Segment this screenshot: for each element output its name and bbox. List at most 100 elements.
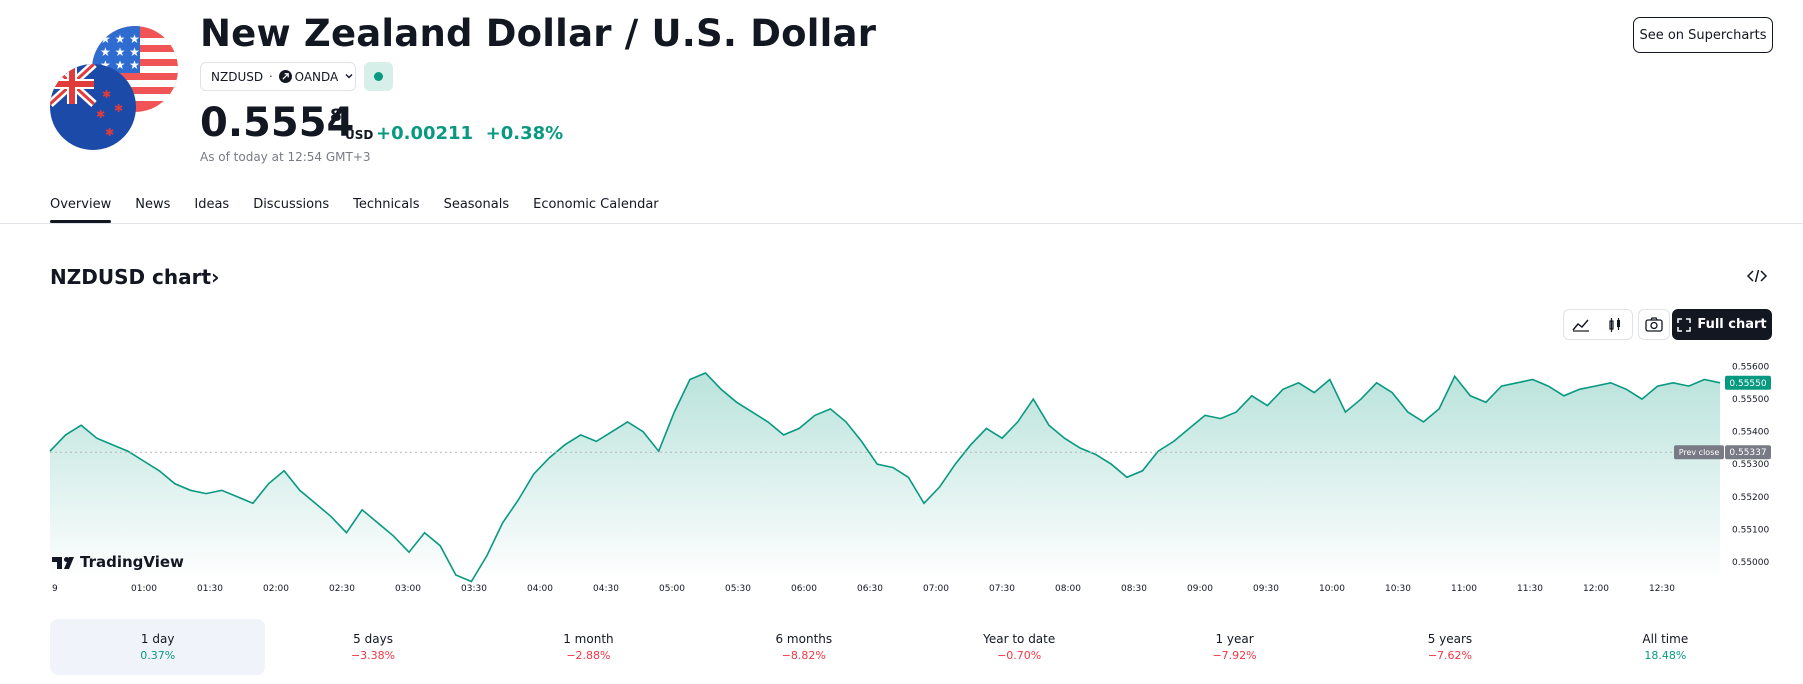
svg-text:✱: ✱ <box>102 88 111 101</box>
broker-logo-icon <box>278 70 292 83</box>
period-year-to-date[interactable]: Year to date −0.70% <box>912 619 1127 675</box>
x-tick-label: 10:00 <box>1319 584 1345 594</box>
tab-overview[interactable]: Overview <box>50 197 112 223</box>
period-all-time[interactable]: All time 18.48% <box>1558 619 1773 675</box>
x-tick-label: 03:00 <box>395 584 421 594</box>
x-tick-label: 08:30 <box>1121 584 1147 594</box>
period-change: 0.37% <box>140 649 176 662</box>
fullscreen-icon <box>1677 317 1692 332</box>
period-label: Year to date <box>983 632 1056 646</box>
period-1-month[interactable]: 1 month −2.88% <box>481 619 696 675</box>
period-label: 1 month <box>563 632 614 646</box>
x-tick-label: 12:00 <box>1583 584 1609 594</box>
tab-discussions[interactable]: Discussions <box>253 197 330 212</box>
nz-flag-icon: ✱ ✱ ✱ ✱ <box>50 64 136 150</box>
prev-close-value-badge <box>1725 445 1771 460</box>
y-tick-label: 0.55100 <box>1732 525 1769 535</box>
x-tick-label: 02:00 <box>263 584 289 594</box>
area-fill <box>50 373 1720 582</box>
candles-icon[interactable] <box>1598 310 1632 339</box>
period-1-year[interactable]: 1 year −7.92% <box>1127 619 1342 675</box>
y-tick-label: 0.55300 <box>1732 460 1769 470</box>
x-tick-label: 11:30 <box>1517 584 1543 594</box>
change-percent: +0.38% <box>485 123 564 144</box>
period-change: −2.88% <box>566 649 611 662</box>
chart-title-link[interactable]: NZDUSD chart› <box>50 265 219 289</box>
chart-area-fill <box>50 373 1720 582</box>
period-label: All time <box>1642 632 1689 646</box>
x-tick-label: 09:00 <box>1187 584 1213 594</box>
x-tick-label: 07:30 <box>989 584 1015 594</box>
tab-ideas[interactable]: Ideas <box>194 197 230 212</box>
period-6-months[interactable]: 6 months −8.82% <box>696 619 911 675</box>
x-tick-label: 01:00 <box>131 584 157 594</box>
chevron-right-icon: › <box>211 265 220 289</box>
x-tick-label: 11:00 <box>1451 584 1477 594</box>
svg-text:✱: ✱ <box>105 126 114 139</box>
symbol-label: NZDUSD <box>211 69 264 84</box>
last-price-label: 0.55550 <box>1729 379 1766 389</box>
price-value: 0.5554 <box>200 100 355 146</box>
tab-technicals[interactable]: Technicals <box>353 197 420 212</box>
y-axis: 0.55600 0.55500 0.55400 0.55300 0.55200 0.551… <box>1732 363 1769 568</box>
page-title: New Zealand Dollar / U.S. Dollar <box>200 12 877 55</box>
see-on-supercharts-button[interactable]: See on Supercharts <box>1633 17 1773 53</box>
period-change: −8.82% <box>781 649 826 662</box>
tab-seasonals[interactable]: Seasonals <box>443 197 510 212</box>
period-5-days[interactable]: 5 days −3.38% <box>265 619 480 675</box>
section-tabs: Overview News Ideas Discussions Technica… <box>50 197 659 223</box>
market-status-indicator[interactable] <box>364 62 393 91</box>
y-tick-label: 0.55000 <box>1732 558 1769 568</box>
tabs-divider <box>0 223 1803 224</box>
full-chart-label: Full chart <box>1697 317 1767 332</box>
svg-text:★ ★ ★: ★ ★ ★ <box>100 45 140 59</box>
separator: · <box>269 70 273 83</box>
tradingview-logo[interactable]: TradingView <box>52 553 184 571</box>
price-chart[interactable]: 0.55600 0.55500 0.55400 0.55300 0.55200 0.551… <box>0 350 1803 600</box>
period-change: −7.92% <box>1212 649 1257 662</box>
market-open-dot-icon <box>374 72 383 81</box>
area-chart-icon[interactable] <box>1564 310 1598 339</box>
price-badges: 0.55550 Prev close 0.55337 <box>1674 375 1771 460</box>
svg-text:✱: ✱ <box>96 108 105 121</box>
period-label: 6 months <box>775 632 833 646</box>
full-chart-button[interactable]: Full chart <box>1672 309 1772 340</box>
period-change: −3.38% <box>350 649 396 662</box>
price-currency: USD <box>345 128 374 142</box>
period-label: 1 year <box>1215 632 1254 646</box>
period-5-years[interactable]: 5 years −7.62% <box>1342 619 1557 675</box>
svg-text:✱: ✱ <box>114 102 123 115</box>
tradingview-logo-dot <box>64 557 69 562</box>
period-label: 5 days <box>353 632 393 646</box>
chart-title-label: NZDUSD chart <box>50 265 212 289</box>
tab-news[interactable]: News <box>135 197 171 212</box>
x-tick-label: 01:30 <box>197 584 223 594</box>
period-change: −7.62% <box>1427 649 1473 662</box>
x-tick-label: 08:00 <box>1055 584 1081 594</box>
series-line <box>49 372 1721 583</box>
snapshot-button[interactable] <box>1638 309 1670 340</box>
svg-text:★ ★ ★: ★ ★ ★ <box>100 32 140 46</box>
tab-economic-calendar[interactable]: Economic Calendar <box>533 197 659 212</box>
tradingview-watermark: TradingView <box>80 553 184 571</box>
x-tick-label: 05:00 <box>659 584 685 594</box>
symbol-selector[interactable]: NZDUSD · OANDA <box>200 62 356 91</box>
prev-close-badge <box>1674 445 1724 460</box>
chevron-down-icon <box>344 70 354 84</box>
x-tick-label: 10:30 <box>1385 584 1411 594</box>
embed-code-icon[interactable] <box>1746 267 1768 285</box>
x-tick-label: 04:00 <box>527 584 553 594</box>
x-tick-label: 04:30 <box>593 584 619 594</box>
x-tick-label: 03:30 <box>461 584 487 594</box>
prev-close-value: 0.55337 <box>1729 448 1766 458</box>
x-tick-label: 05:30 <box>725 584 751 594</box>
x-tick-label: 06:30 <box>857 584 883 594</box>
period-label: 1 day <box>140 632 175 646</box>
broker: OANDA <box>278 70 338 84</box>
x-tick-label: 02:30 <box>329 584 355 594</box>
x-tick-label: 06:00 <box>791 584 817 594</box>
period-selector: 1 day 0.37% 5 days −3.38% 1 month −2.88%… <box>50 619 1773 675</box>
period-1-day[interactable]: 1 day 0.37% <box>50 619 266 675</box>
y-tick-label: 0.55200 <box>1732 493 1769 503</box>
change-absolute: +0.00211 <box>376 123 474 144</box>
